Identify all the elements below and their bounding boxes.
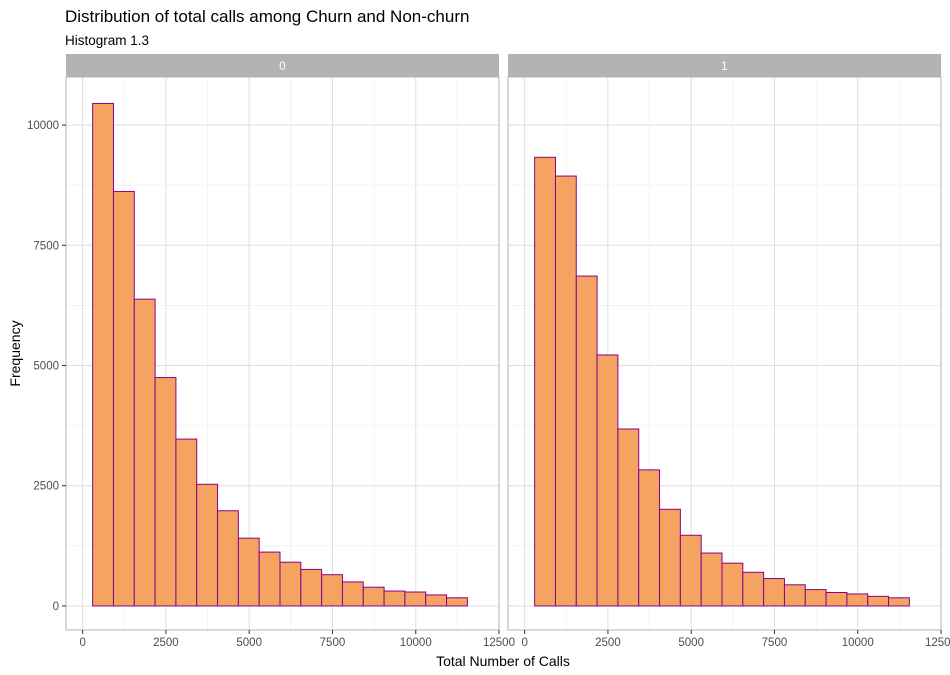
bars-1 (534, 156, 910, 607)
histogram-bar (638, 469, 661, 607)
histogram-bar (175, 438, 198, 607)
x-tick-label: 12500 (925, 637, 950, 649)
histogram-bar (554, 175, 577, 607)
histogram-bar (133, 298, 156, 607)
x-tick-label: 12500 (483, 637, 515, 649)
histogram-bar (112, 190, 135, 607)
facet-panel-0: 0 (65, 54, 500, 631)
x-tick-label: 0 (79, 637, 85, 649)
histogram-bar (700, 552, 723, 607)
histogram-bar (846, 593, 869, 607)
histogram-bar (534, 156, 556, 607)
histogram-bar (783, 584, 806, 607)
x-tick-label: 2500 (153, 637, 179, 649)
histogram-bar (575, 275, 598, 607)
x-axis-0: 0 2500 5000 7500 10000 12500 (79, 630, 515, 649)
histogram-bar (217, 510, 239, 607)
x-axis-1: 0 2500 5000 7500 10000 12500 (521, 630, 950, 649)
y-tick-label: 0 (53, 601, 59, 613)
histogram-bar (300, 568, 323, 607)
y-tick-label: 2500 (33, 481, 59, 493)
histogram-bar (258, 551, 281, 607)
x-tick-label: 7500 (320, 637, 346, 649)
histogram-bar (617, 428, 640, 607)
histogram-bar (596, 354, 619, 607)
y-tick-label: 5000 (33, 361, 59, 373)
y-axis: 0 2500 5000 7500 10000 (27, 120, 66, 613)
histogram-bar (92, 102, 114, 607)
facet-panel-1: 1 (507, 54, 942, 631)
histogram-bar (425, 594, 448, 607)
x-tick-label: 5000 (678, 637, 704, 649)
x-tick-label: 10000 (400, 637, 432, 649)
histogram-bar (804, 589, 827, 607)
histogram-bar (867, 595, 890, 607)
histogram-bar (404, 591, 427, 607)
x-tick-label: 2500 (595, 637, 621, 649)
panel-border-0 (65, 76, 500, 631)
facet-strip-label-0: 0 (279, 61, 285, 73)
histogram-bar (763, 578, 785, 607)
histogram-bar (279, 561, 302, 607)
histogram-bar (154, 377, 177, 607)
histogram-bar (679, 534, 702, 607)
histogram-bar (362, 586, 385, 607)
y-tick-label: 7500 (33, 240, 59, 252)
histogram-bar (341, 581, 364, 607)
histogram-bar (721, 562, 744, 607)
panel-border-1 (507, 76, 942, 631)
facet-strip-1 (508, 54, 941, 77)
bars-0 (92, 102, 468, 607)
facet-strip-label-1: 1 (721, 61, 727, 73)
histogram-bar (321, 574, 343, 607)
histogram-bar (446, 597, 468, 607)
chart-subtitle: Histogram 1.3 (65, 33, 149, 48)
chart-title: Distribution of total calls among Churn … (65, 7, 469, 26)
x-tick-label: 0 (521, 637, 527, 649)
histogram-bar (383, 590, 406, 607)
histogram-bar (742, 571, 765, 607)
histogram-bar (237, 537, 260, 607)
histogram-bar (659, 508, 681, 607)
x-axis-title: Total Number of Calls (436, 653, 570, 669)
y-tick-label: 10000 (27, 120, 59, 132)
histogram-bar (825, 591, 848, 607)
x-tick-label: 7500 (762, 637, 788, 649)
histogram-bar (196, 483, 219, 607)
facet-strip-0 (66, 54, 499, 77)
y-axis-title: Frequency (7, 320, 23, 386)
x-tick-label: 5000 (236, 637, 262, 649)
x-tick-label: 10000 (842, 637, 874, 649)
histogram-bar (888, 597, 910, 607)
